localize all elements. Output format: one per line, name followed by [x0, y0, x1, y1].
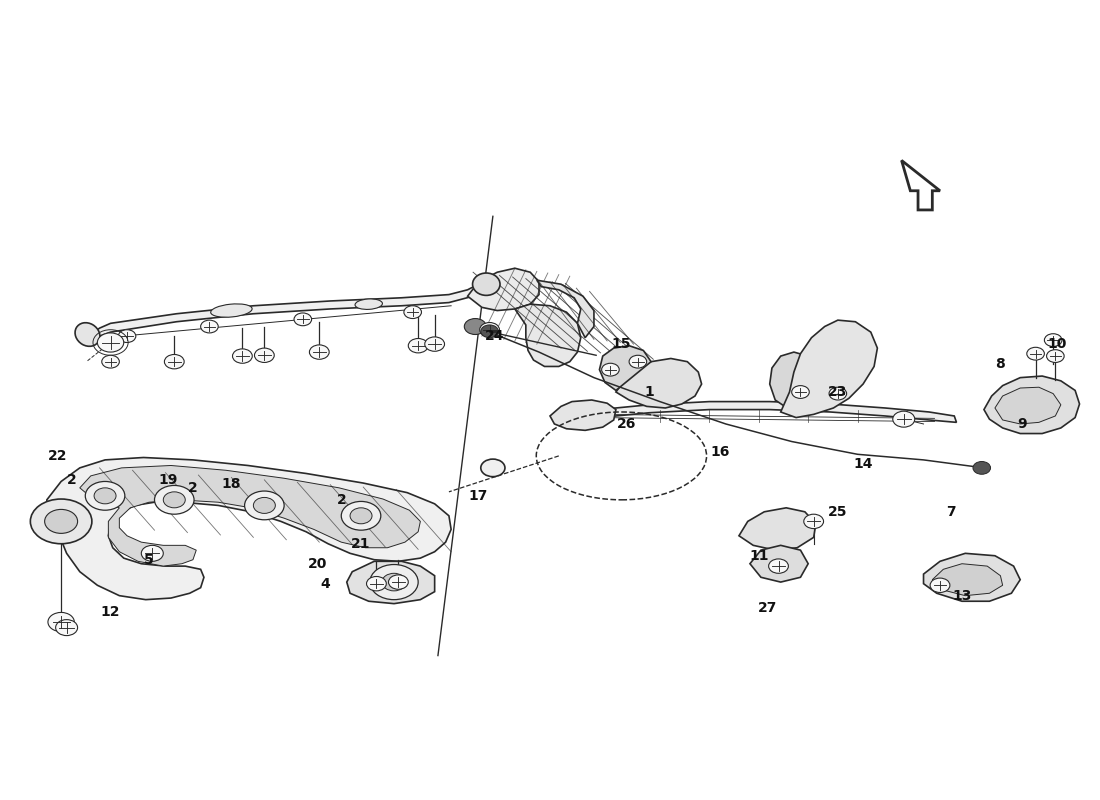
Text: 5: 5 — [144, 553, 154, 566]
Circle shape — [95, 488, 116, 504]
Ellipse shape — [481, 459, 505, 477]
Circle shape — [404, 306, 421, 318]
Text: 4: 4 — [320, 577, 330, 590]
Ellipse shape — [355, 299, 383, 310]
Text: 12: 12 — [101, 605, 120, 618]
Circle shape — [382, 574, 406, 591]
Ellipse shape — [473, 273, 500, 295]
Circle shape — [48, 613, 75, 631]
Circle shape — [31, 499, 92, 544]
Polygon shape — [346, 562, 434, 604]
Text: 20: 20 — [307, 557, 327, 570]
Text: 13: 13 — [953, 589, 971, 602]
Circle shape — [629, 355, 647, 368]
Polygon shape — [616, 358, 702, 408]
Circle shape — [294, 313, 311, 326]
Circle shape — [86, 482, 124, 510]
Polygon shape — [750, 546, 808, 582]
Text: 17: 17 — [469, 489, 488, 503]
Text: 1: 1 — [644, 385, 653, 399]
Circle shape — [370, 565, 418, 600]
Circle shape — [98, 333, 123, 352]
Polygon shape — [84, 282, 486, 344]
Circle shape — [1044, 334, 1061, 346]
Circle shape — [602, 363, 619, 376]
Polygon shape — [550, 400, 616, 430]
Circle shape — [829, 387, 847, 400]
Circle shape — [1046, 350, 1064, 362]
Polygon shape — [80, 466, 420, 566]
Text: 11: 11 — [749, 549, 769, 562]
Circle shape — [254, 348, 274, 362]
Text: 2: 2 — [188, 481, 198, 495]
Circle shape — [309, 345, 329, 359]
Circle shape — [792, 386, 810, 398]
Text: 23: 23 — [828, 385, 847, 399]
Circle shape — [244, 491, 284, 520]
Text: 24: 24 — [485, 329, 505, 343]
Circle shape — [1026, 347, 1044, 360]
Circle shape — [769, 559, 789, 574]
Polygon shape — [781, 320, 878, 418]
Circle shape — [366, 577, 386, 591]
Polygon shape — [984, 376, 1079, 434]
Circle shape — [45, 510, 78, 534]
Text: 27: 27 — [758, 601, 778, 614]
Circle shape — [102, 355, 119, 368]
Polygon shape — [994, 387, 1060, 424]
Text: 15: 15 — [612, 337, 631, 351]
Polygon shape — [924, 554, 1020, 602]
Circle shape — [118, 330, 135, 342]
Text: 10: 10 — [1048, 337, 1067, 351]
Ellipse shape — [211, 304, 252, 318]
Text: 8: 8 — [996, 357, 1005, 371]
Circle shape — [480, 322, 499, 337]
Text: 16: 16 — [711, 445, 730, 459]
Circle shape — [232, 349, 252, 363]
Polygon shape — [468, 268, 539, 310]
Circle shape — [164, 354, 184, 369]
Circle shape — [464, 318, 486, 334]
Circle shape — [56, 620, 78, 635]
Circle shape — [893, 411, 915, 427]
Circle shape — [481, 325, 498, 338]
Circle shape — [141, 546, 163, 562]
Circle shape — [931, 578, 950, 593]
Circle shape — [163, 492, 185, 508]
Circle shape — [388, 575, 408, 590]
Ellipse shape — [75, 322, 100, 346]
Text: 19: 19 — [158, 473, 177, 487]
Text: 2: 2 — [337, 493, 346, 507]
Text: 7: 7 — [946, 505, 956, 519]
Polygon shape — [515, 304, 581, 366]
Polygon shape — [770, 352, 816, 410]
Text: 14: 14 — [854, 457, 873, 471]
Text: 9: 9 — [1018, 417, 1027, 431]
Circle shape — [341, 502, 381, 530]
Text: 18: 18 — [222, 477, 241, 491]
Polygon shape — [47, 458, 451, 600]
Circle shape — [974, 462, 990, 474]
Circle shape — [425, 337, 444, 351]
Polygon shape — [933, 564, 1002, 596]
Polygon shape — [537, 280, 594, 338]
Text: 26: 26 — [617, 417, 637, 431]
Text: 22: 22 — [48, 449, 67, 463]
Circle shape — [350, 508, 372, 524]
Polygon shape — [739, 508, 816, 550]
Text: 25: 25 — [828, 505, 848, 519]
Text: 21: 21 — [351, 537, 371, 550]
Text: 2: 2 — [67, 473, 77, 487]
Circle shape — [253, 498, 275, 514]
Polygon shape — [572, 402, 957, 424]
Circle shape — [200, 320, 218, 333]
Circle shape — [154, 486, 194, 514]
Circle shape — [408, 338, 428, 353]
Polygon shape — [600, 346, 651, 390]
Circle shape — [804, 514, 824, 529]
